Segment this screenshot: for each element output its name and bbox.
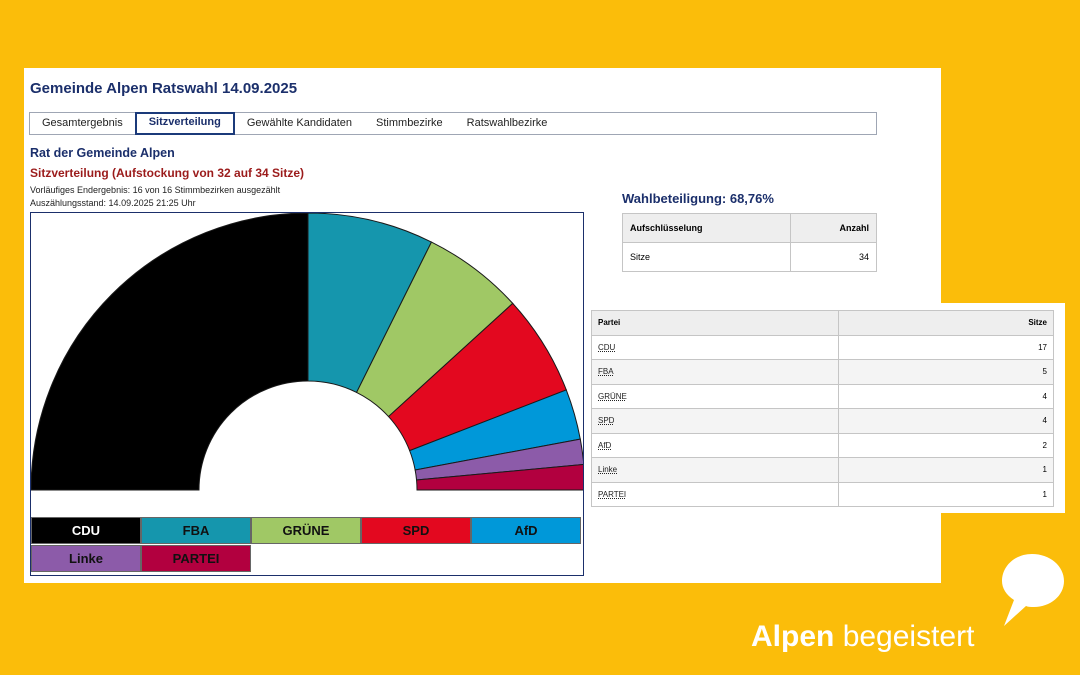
column-header: Partei: [591, 310, 839, 336]
brand-word-alpen: Alpen: [751, 620, 835, 653]
turnout-label: Wahlbeteiligung: 68,76%: [622, 191, 774, 206]
party-link[interactable]: PARTEI: [598, 489, 627, 499]
seat-distribution-chart: [31, 213, 583, 491]
seats-cell: 17: [838, 334, 1054, 360]
party-seats-panel: Partei Sitze CDU 17 FBA 5 GRÜNE 4 SPD 4 …: [588, 303, 1065, 513]
party-cell: AfD: [591, 432, 839, 458]
legend-item-grüne: GRÜNE: [251, 517, 361, 544]
table-row: Linke 1: [591, 457, 1054, 483]
status-text: Vorläufiges Endergebnis: 16 von 16 Stimm…: [30, 185, 281, 195]
table-cell: Sitze: [621, 242, 792, 272]
page-title: Gemeinde Alpen Ratswahl 14.09.2025: [30, 80, 298, 97]
tab-sitzverteilung[interactable]: Sitzverteilung: [134, 111, 235, 135]
party-cell: PARTEI: [591, 481, 839, 507]
party-cell: CDU: [591, 334, 839, 360]
legend-item-partei: PARTEI: [141, 545, 251, 572]
party-cell: SPD: [591, 408, 839, 434]
section-subtitle: Sitzverteilung (Aufstockung von 32 auf 3…: [30, 166, 305, 180]
column-header: Sitze: [838, 310, 1054, 336]
section-title: Rat der Gemeinde Alpen: [30, 146, 175, 160]
seats-cell: 2: [838, 432, 1054, 458]
seats-cell: 1: [838, 457, 1054, 483]
column-header: Anzahl: [790, 213, 877, 243]
seat-chart: CDU FBA GRÜNE SPD AfD Linke PARTEI: [30, 212, 584, 576]
column-header: Aufschlüsselung: [621, 213, 792, 243]
seat-segment-cdu: [31, 213, 309, 491]
party-link[interactable]: SPD: [598, 416, 615, 426]
seats-cell: 5: [838, 359, 1054, 385]
seat-segment-partei: [415, 464, 583, 491]
tab-gesamtergebnis[interactable]: Gesamtergebnis: [42, 117, 123, 129]
party-link[interactable]: Linke: [598, 465, 618, 475]
table-cell: 34: [790, 242, 877, 272]
table-row: Sitze 34: [621, 242, 877, 272]
seats-cell: 4: [838, 383, 1054, 409]
party-seats-table: Partei Sitze CDU 17 FBA 5 GRÜNE 4 SPD 4 …: [591, 310, 1054, 507]
seats-cell: 1: [838, 481, 1054, 507]
brand-word-begeistert: begeistert: [842, 620, 975, 653]
party-link[interactable]: CDU: [598, 342, 616, 352]
legend-item-fba: FBA: [141, 517, 251, 544]
legend-item-cdu: CDU: [31, 517, 141, 544]
table-header-row: Partei Sitze: [591, 310, 1054, 336]
table-header-row: Aufschlüsselung Anzahl: [621, 213, 877, 243]
table-row: CDU 17: [591, 334, 1054, 360]
party-link[interactable]: AfD: [598, 440, 612, 450]
legend-item-spd: SPD: [361, 517, 471, 544]
tab-bar: Gesamtergebnis Sitzverteilung Gewählte K…: [29, 111, 877, 135]
party-link[interactable]: FBA: [598, 367, 614, 377]
party-link[interactable]: GRÜNE: [598, 391, 627, 401]
tab-gewaehlte-kandidaten[interactable]: Gewählte Kandidaten: [246, 117, 353, 129]
party-cell: FBA: [591, 359, 839, 385]
legend-item-linke: Linke: [31, 545, 141, 572]
turnout-table: Aufschlüsselung Anzahl Sitze 34: [621, 213, 877, 272]
table-row: PARTEI 1: [591, 481, 1054, 507]
tab-stimmbezirke[interactable]: Stimmbezirke: [376, 117, 443, 129]
brand-logo: Alpen begeistert: [751, 620, 974, 654]
party-cell: GRÜNE: [591, 383, 839, 409]
table-row: GRÜNE 4: [591, 383, 1054, 409]
seats-cell: 4: [838, 408, 1054, 434]
tab-ratswahlbezirke[interactable]: Ratswahlbezirke: [466, 117, 548, 129]
timestamp-text: Auszählungsstand: 14.09.2025 21:25 Uhr: [30, 198, 196, 208]
table-row: FBA 5: [591, 359, 1054, 385]
table-row: AfD 2: [591, 432, 1054, 458]
table-row: SPD 4: [591, 408, 1054, 434]
speech-bubble-icon: [1002, 554, 1064, 626]
party-cell: Linke: [591, 457, 839, 483]
legend-item-afd: AfD: [471, 517, 581, 544]
